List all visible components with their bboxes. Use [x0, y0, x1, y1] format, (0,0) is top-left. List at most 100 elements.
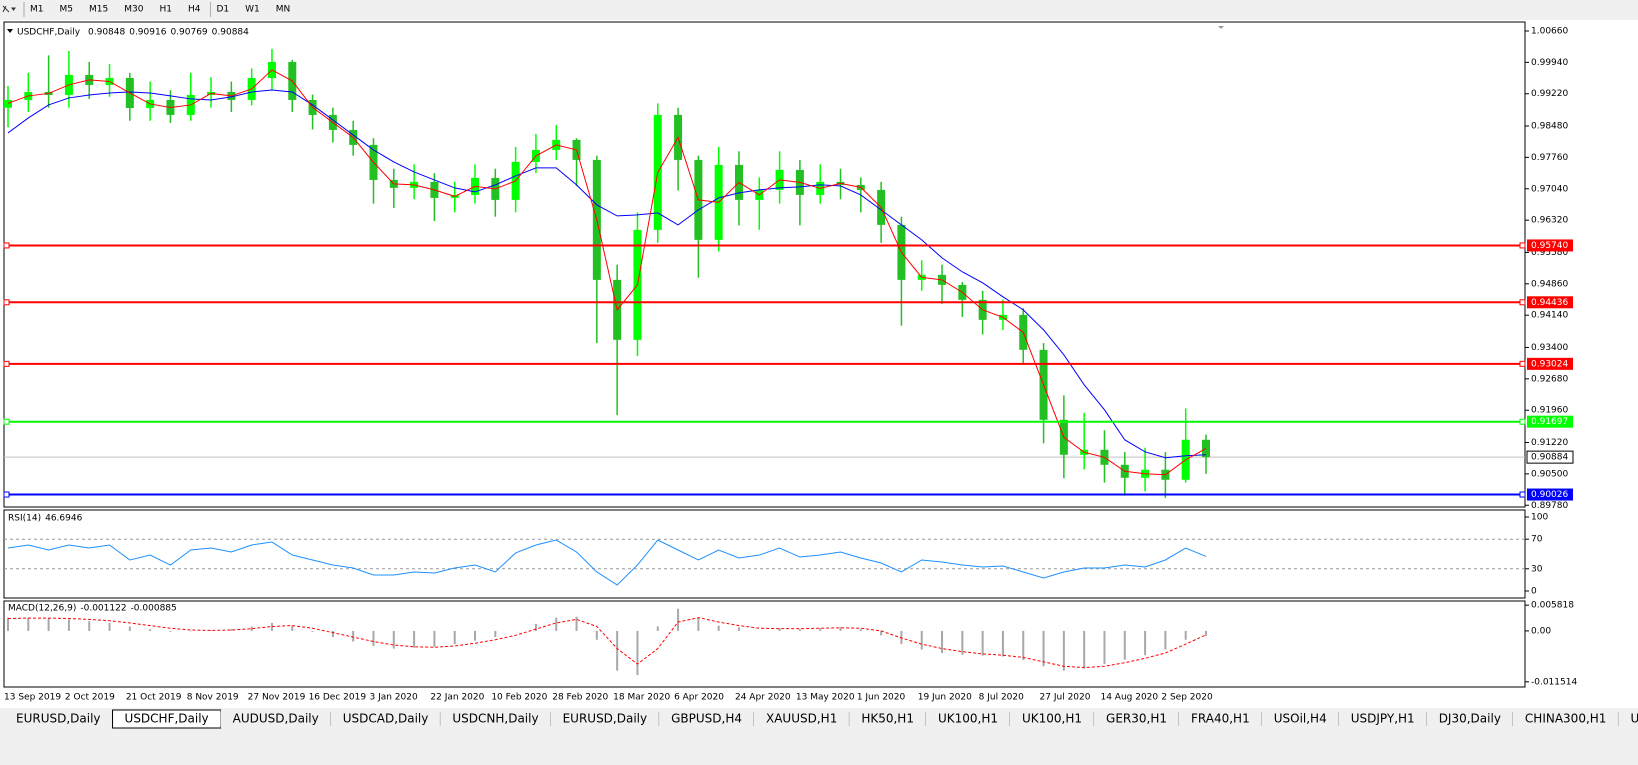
tab-label[interactable]: USDCHF,Daily [125, 712, 209, 726]
timeframe-button[interactable]: M30 [124, 5, 143, 15]
tab[interactable] [1618, 710, 1638, 728]
y-tick-label: 0.92680 [1531, 374, 1568, 384]
macd-bar [1062, 630, 1065, 671]
tab[interactable] [1512, 710, 1619, 728]
x-tick-label: 27 Jul 2020 [1040, 693, 1091, 703]
signal-line [7, 617, 1207, 669]
tab[interactable] [849, 710, 926, 728]
macd-bar [1164, 630, 1167, 650]
tab-label[interactable]: DJ30,Daily [1439, 712, 1501, 726]
macd-bar [250, 626, 253, 631]
macd-bar [941, 630, 944, 653]
timeframe-button[interactable]: MN [276, 5, 291, 15]
x-tick-label: 22 Jan 2020 [430, 693, 484, 703]
macd-bar [7, 617, 9, 631]
timeframe-button[interactable]: H4 [188, 5, 201, 15]
tab-label[interactable]: UK100,H1 [938, 712, 998, 726]
x-tick-label: 1 Jun 2020 [857, 693, 906, 703]
tab-label[interactable]: XAUUSD,H1 [766, 712, 837, 726]
tab[interactable] [925, 710, 1010, 728]
y-tick-label: 0.99220 [1531, 89, 1568, 99]
y-tick-label: 0.97760 [1531, 153, 1568, 163]
y-tick-label: 0.005818 [1531, 601, 1574, 611]
tab[interactable] [550, 710, 660, 728]
tab[interactable] [1338, 710, 1427, 728]
tab-label[interactable]: FRA40,H1 [1191, 712, 1250, 726]
tab[interactable] [754, 710, 850, 728]
timeframe-button[interactable]: M15 [89, 5, 108, 15]
y-tick-label: 0.96320 [1531, 216, 1568, 226]
y-tick-label: 0.97040 [1531, 184, 1568, 194]
candle-body [4, 99, 12, 108]
y-tick-label: 0.94140 [1531, 311, 1568, 321]
collapse-arrow [7, 29, 13, 33]
quote-value: 0.90916 [129, 28, 166, 38]
macd-bar [697, 617, 700, 631]
x-tick-label: 6 Apr 2020 [674, 693, 724, 703]
tab-label[interactable]: UK100,H1 [1022, 712, 1082, 726]
tab[interactable] [440, 710, 551, 728]
tab-label[interactable]: CHINA300,H1 [1525, 712, 1607, 726]
tab-label[interactable]: HK50,H1 [861, 712, 914, 726]
tab-label[interactable]: EURUSD,Daily [563, 712, 648, 726]
macd-bar [108, 622, 111, 631]
level-price-box [1527, 415, 1573, 428]
timeframe-button[interactable]: D1 [216, 5, 229, 15]
y-tick-label: 0 [1531, 586, 1537, 596]
tab-label[interactable]: USOil,H4 [1274, 712, 1327, 726]
x-tick-label: 10 Feb 2020 [491, 693, 547, 703]
tab[interactable] [1010, 710, 1095, 728]
macd-bar [1022, 630, 1025, 661]
timeframe-button[interactable]: W1 [245, 5, 260, 15]
macd-bar [433, 630, 436, 647]
tab-label[interactable]: USDJPY,H1 [1351, 712, 1415, 726]
tab-label[interactable]: GER30,H1 [1106, 712, 1167, 726]
level-handle [3, 360, 10, 367]
quote-value: 0.90848 [88, 28, 125, 38]
macd-bar [859, 629, 862, 631]
tab-label[interactable]: USDCAD,Daily [343, 712, 429, 726]
indicator-title: RSI(14) [8, 514, 41, 524]
tab[interactable] [4, 710, 113, 728]
x-tick-label: 21 Oct 2019 [126, 693, 182, 703]
timeframe-button[interactable]: H1 [159, 5, 172, 15]
level-price-box [1527, 239, 1573, 252]
tab-label[interactable]: USOil,H1 [1630, 712, 1638, 726]
x-tick-label: 19 Jun 2020 [918, 693, 972, 703]
macd-bar [717, 625, 720, 631]
macd-bar [1144, 630, 1147, 656]
toolbar [0, 0, 1638, 20]
tab-label[interactable]: EURUSD,Daily [16, 712, 101, 726]
macd-bar [128, 626, 131, 631]
macd-bar [88, 621, 91, 631]
y-tick-label: 30 [1531, 564, 1543, 574]
tab-label[interactable]: USDCNH,Daily [452, 712, 538, 726]
macd-bar [636, 630, 639, 676]
timeframe-button[interactable]: M1 [30, 5, 44, 15]
tab[interactable] [1094, 710, 1179, 728]
macd-bar [291, 625, 294, 631]
timeframe-button[interactable]: M5 [60, 5, 74, 15]
tab-label[interactable]: GBPUSD,H4 [671, 712, 742, 726]
macd-bar [1083, 630, 1086, 669]
macd-bar [331, 630, 334, 638]
tab[interactable] [330, 710, 441, 728]
tab[interactable] [659, 710, 754, 728]
macd-bar [47, 618, 50, 631]
x-tick-label: 3 Jan 2020 [369, 693, 417, 703]
tab[interactable] [1261, 710, 1339, 728]
macd-bar [230, 629, 233, 631]
tab[interactable] [220, 710, 331, 728]
macd-bar [270, 622, 273, 631]
y-tick-label: 0.98480 [1531, 122, 1568, 132]
tab[interactable] [1426, 710, 1513, 728]
y-tick-label: 0.99940 [1531, 58, 1568, 68]
macd-bar [494, 630, 497, 638]
macd-bar [819, 628, 822, 631]
macd-bar [392, 630, 395, 649]
x-tick-label: 8 Jul 2020 [979, 693, 1024, 703]
tab[interactable] [1179, 710, 1262, 728]
toolbar-icon [2, 5, 16, 13]
tab-label[interactable]: AUDUSD,Daily [233, 712, 319, 726]
